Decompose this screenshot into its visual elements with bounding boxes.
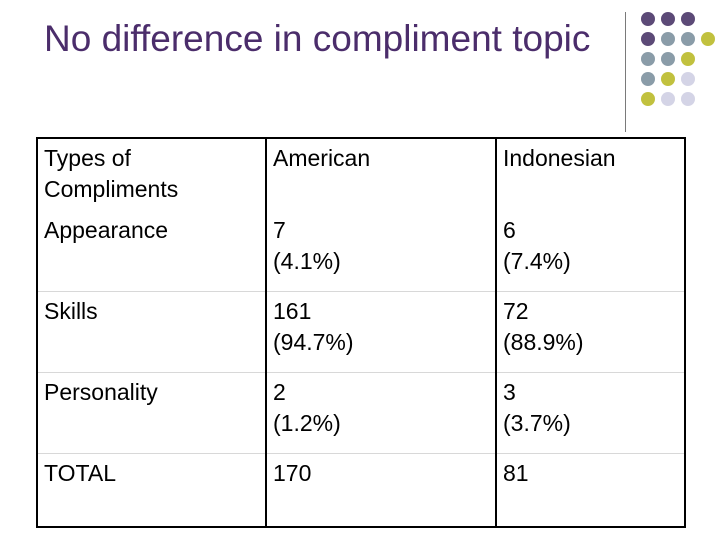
header-cell: Indonesian bbox=[495, 138, 686, 211]
decorative-dot bbox=[661, 32, 675, 46]
percent-value: (88.9%) bbox=[503, 329, 584, 355]
percent-value: (1.2%) bbox=[273, 410, 341, 436]
table-row: Appearance 7 (4.1%) 6 (7.4%) bbox=[36, 211, 686, 292]
slide-title: No difference in compliment topic bbox=[44, 18, 591, 59]
american-cell: 2 (1.2%) bbox=[265, 372, 497, 454]
indonesian-cell: 72 (88.9%) bbox=[495, 291, 686, 373]
count-value: 72 bbox=[503, 298, 529, 324]
compliment-table: Types of Compliments American Indonesian… bbox=[36, 137, 686, 528]
indonesian-cell: 6 (7.4%) bbox=[495, 211, 686, 292]
decorative-dot bbox=[681, 52, 695, 66]
american-cell: 161 (94.7%) bbox=[265, 291, 497, 373]
decorative-dot bbox=[701, 32, 715, 46]
count-value: 3 bbox=[503, 379, 516, 405]
american-cell: 170 bbox=[265, 453, 497, 527]
percent-value: (3.7%) bbox=[503, 410, 571, 436]
decorative-dot bbox=[641, 92, 655, 106]
decorative-dot bbox=[681, 72, 695, 86]
row-type-cell: Skills bbox=[36, 291, 267, 373]
count-value: 161 bbox=[273, 298, 312, 324]
header-cell: American bbox=[265, 138, 497, 211]
count-value: 6 bbox=[503, 217, 516, 243]
title-divider-line bbox=[625, 12, 626, 132]
decorative-dot bbox=[681, 12, 695, 26]
row-type-cell: TOTAL bbox=[36, 453, 267, 527]
decorative-dot bbox=[641, 32, 655, 46]
table-row: Personality 2 (1.2%) 3 (3.7%) bbox=[36, 372, 686, 454]
percent-value: (4.1%) bbox=[273, 248, 341, 274]
table-row: Skills 161 (94.7%) 72 (88.9%) bbox=[36, 291, 686, 373]
decorative-dot bbox=[641, 72, 655, 86]
header-cell: Types of Compliments bbox=[36, 138, 267, 211]
decorative-dot bbox=[661, 12, 675, 26]
decorative-dot bbox=[661, 92, 675, 106]
count-value: 81 bbox=[503, 460, 529, 486]
decorative-dot bbox=[641, 12, 655, 26]
table-row: TOTAL 170 81 bbox=[36, 453, 686, 527]
row-type-cell: Appearance bbox=[36, 211, 267, 292]
row-type-cell: Personality bbox=[36, 372, 267, 454]
count-value: 7 bbox=[273, 217, 286, 243]
count-value: 2 bbox=[273, 379, 286, 405]
decorative-dot-grid bbox=[0, 0, 720, 130]
table-header-row: Types of Compliments American Indonesian bbox=[36, 138, 686, 211]
indonesian-cell: 81 bbox=[495, 453, 686, 527]
decorative-dot bbox=[661, 72, 675, 86]
indonesian-cell: 3 (3.7%) bbox=[495, 372, 686, 454]
percent-value: (7.4%) bbox=[503, 248, 571, 274]
american-cell: 7 (4.1%) bbox=[265, 211, 497, 292]
decorative-dot bbox=[681, 32, 695, 46]
decorative-dot bbox=[641, 52, 655, 66]
decorative-dot bbox=[661, 52, 675, 66]
decorative-dot bbox=[681, 92, 695, 106]
count-value: 170 bbox=[273, 460, 312, 486]
percent-value: (94.7%) bbox=[273, 329, 354, 355]
